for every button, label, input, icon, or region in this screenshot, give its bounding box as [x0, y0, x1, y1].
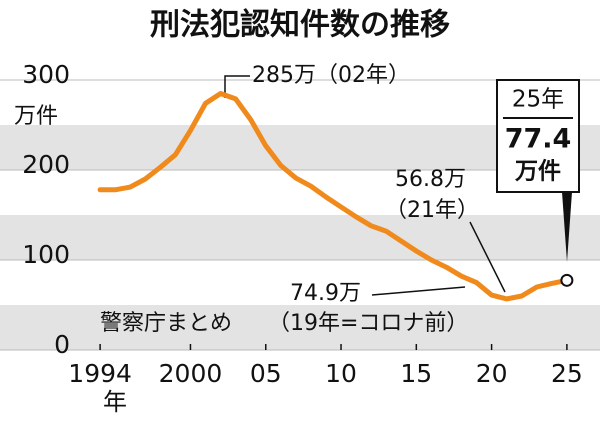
y-tick-label: 100 [22, 240, 70, 269]
x-tick-label: 05 [250, 359, 282, 388]
annotation: 74.9万 [290, 281, 361, 306]
x-unit: 年 [103, 388, 127, 416]
leader-line [469, 221, 506, 293]
annotation: 56.8万 [395, 167, 466, 192]
callout-box [496, 79, 580, 193]
y-tick-label: 300 [22, 60, 70, 89]
grid-band [0, 215, 600, 260]
callout-year: 25年 [512, 87, 564, 113]
data-line [97, 91, 570, 302]
callout-unit: 万件 [515, 159, 561, 185]
grid-band [0, 305, 600, 350]
y-unit: 万件 [14, 104, 58, 129]
chart-title: 刑法犯認知件数の推移 [150, 8, 450, 43]
y-tick-label: 200 [22, 150, 70, 179]
x-tick-label: 10 [325, 359, 357, 388]
callout-value: 77.4 [505, 124, 572, 155]
source: 警察庁まとめ [100, 311, 232, 336]
x-tick-label: 2000 [159, 359, 223, 388]
x-tick-label: 15 [400, 359, 432, 388]
x-tick-label: 25 [551, 359, 583, 388]
leader-line [371, 286, 466, 296]
x-tick-label: 1994 [68, 359, 132, 388]
annotation: 285万（02年） [252, 63, 410, 88]
x-tick-label: 20 [476, 359, 508, 388]
callout-pointer [562, 192, 572, 262]
y-tick-label: 0 [54, 330, 70, 359]
end-marker [560, 273, 574, 287]
leader-line [224, 75, 250, 98]
annotation: （19年=コロナ前） [268, 311, 468, 336]
annotation: （21年） [385, 198, 479, 223]
